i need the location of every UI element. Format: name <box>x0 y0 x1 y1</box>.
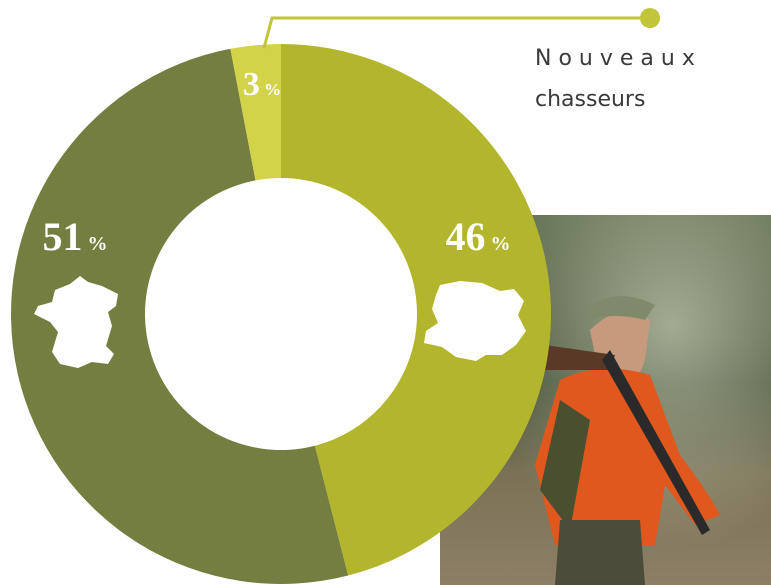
region-map-icon <box>424 281 526 361</box>
annotation-connector <box>262 8 660 49</box>
donut-segment <box>10 48 349 585</box>
value-label: 3 % <box>243 66 281 103</box>
donut <box>10 44 551 585</box>
annotation-line: Nouveaux <box>535 46 702 71</box>
donut-segment <box>281 44 551 576</box>
value-label: 51 % <box>43 214 108 259</box>
donut-segment <box>230 44 281 181</box>
value-label: 46 % <box>446 214 511 259</box>
france-map-icon <box>34 276 118 368</box>
annotation-line: chasseurs <box>535 87 645 112</box>
